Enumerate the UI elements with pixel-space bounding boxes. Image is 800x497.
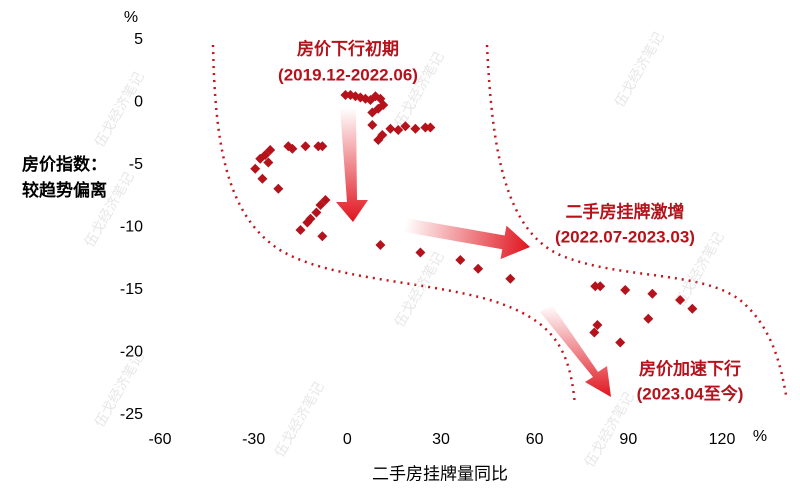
scatter-point xyxy=(250,163,261,174)
y-tick-label: -10 xyxy=(120,219,143,236)
annotation: (2019.12-2022.06) xyxy=(278,65,418,84)
scatter-point xyxy=(317,231,328,242)
y-axis-label: 房价指数：较趋势偏离 xyxy=(22,155,107,200)
scatter-point xyxy=(257,173,268,184)
x-tick-label: 90 xyxy=(619,431,637,448)
y-tick-label: -20 xyxy=(120,344,143,361)
scatter-point xyxy=(425,122,436,133)
x-axis-label: 二手房挂牌量同比 xyxy=(372,464,508,483)
scatter-point xyxy=(273,183,284,194)
scatter-point xyxy=(375,240,386,250)
y-tick-label: -15 xyxy=(120,281,143,298)
scatter-point xyxy=(263,157,274,168)
scatter-point xyxy=(455,255,466,265)
scatter-point xyxy=(300,141,311,152)
watermark: 伍戈经济笔记 xyxy=(581,389,637,470)
trend-arrow xyxy=(540,305,611,397)
annotation: 房价加速下行 xyxy=(639,358,741,378)
boundary-curve xyxy=(211,44,577,406)
scatter-point xyxy=(415,247,426,258)
y-tick-label: -25 xyxy=(120,406,143,423)
scatter-point xyxy=(317,141,328,152)
scatter-point xyxy=(400,121,411,132)
scatter-point xyxy=(377,130,388,140)
y-unit: % xyxy=(124,9,138,26)
y-tick-label: 0 xyxy=(134,94,143,111)
x-unit: % xyxy=(753,428,767,445)
watermark: 伍戈经济笔记 xyxy=(611,29,667,110)
scatter-point xyxy=(643,313,654,324)
scatter-point xyxy=(393,125,404,135)
scatter-point xyxy=(367,120,378,130)
scatter-point xyxy=(687,303,698,314)
scatter-point xyxy=(620,285,631,295)
scatter-point xyxy=(265,145,276,155)
scatter-point xyxy=(615,337,626,348)
boundary-curve xyxy=(485,44,788,396)
watermark: 伍戈经济笔记 xyxy=(391,49,447,130)
scatter-point xyxy=(367,107,378,118)
x-tick-label: 0 xyxy=(343,431,352,448)
annotation: (2022.07-2023.03) xyxy=(555,227,695,246)
x-tick-label: 60 xyxy=(526,431,544,448)
x-tick-label: 30 xyxy=(432,431,450,448)
scatter-point xyxy=(595,281,606,292)
scatter-point xyxy=(592,320,603,330)
annotation: 二手房挂牌激增 xyxy=(566,201,685,221)
scatter-point xyxy=(473,263,484,274)
x-tick-label: -30 xyxy=(242,431,265,448)
scatter-point xyxy=(505,273,516,284)
watermark: 伍戈经济笔记 xyxy=(391,249,447,330)
scatter-point xyxy=(302,217,313,228)
scatter-point xyxy=(410,123,421,134)
scatter-point xyxy=(589,327,600,338)
annotation: (2023.04至今) xyxy=(637,383,744,403)
y-tick-label: -5 xyxy=(129,156,143,173)
watermark: 伍戈经济笔记 xyxy=(271,379,327,460)
scatter-point xyxy=(295,225,306,235)
scatter-point xyxy=(315,200,326,210)
scatter-point xyxy=(385,123,396,134)
scatter-point xyxy=(675,295,686,305)
annotation: 房价下行初期 xyxy=(297,38,399,58)
x-tick-label: 120 xyxy=(709,431,736,448)
trend-arrow xyxy=(336,108,368,222)
scatter-point xyxy=(287,143,298,154)
scatter-point xyxy=(647,288,658,299)
y-tick-label: 5 xyxy=(134,31,143,48)
trend-arrow xyxy=(403,218,531,260)
scatter-point xyxy=(311,207,322,218)
x-tick-label: -60 xyxy=(148,431,171,448)
